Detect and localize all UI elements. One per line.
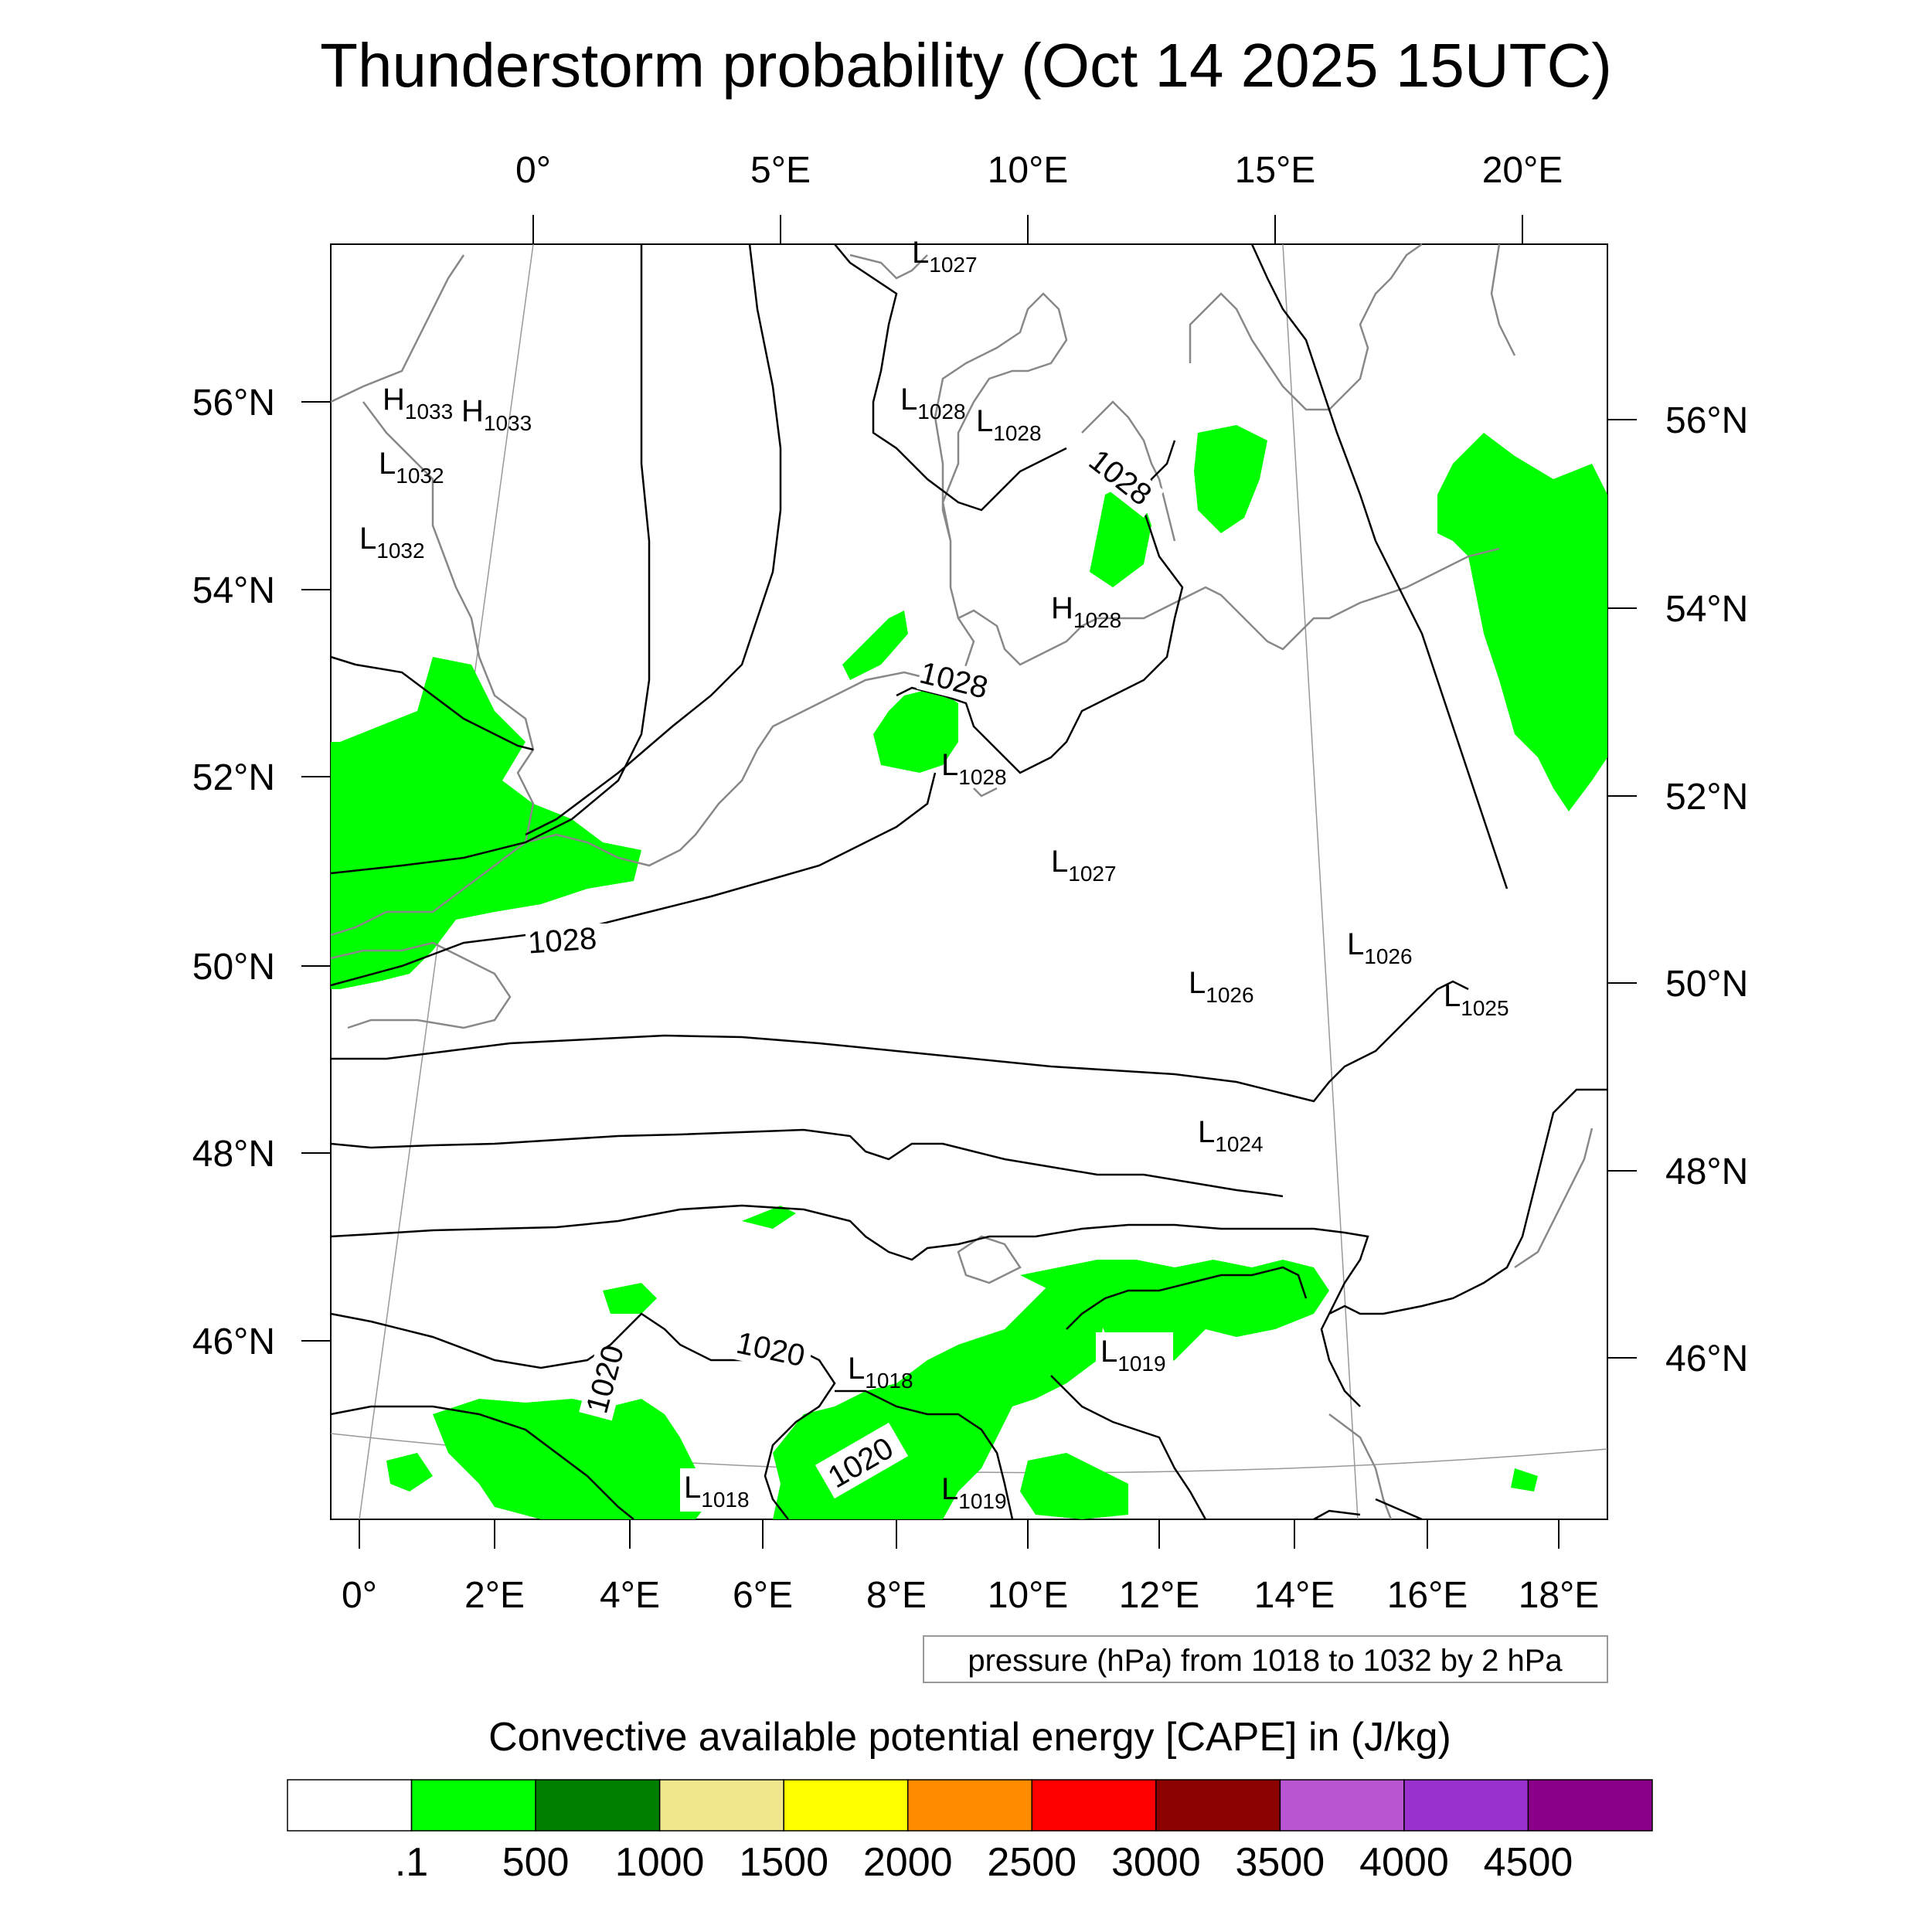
isobar-label: 1028: [527, 921, 598, 960]
map-panel: H1033 H1033 L1032 L1032 L1027 L1028 L102…: [330, 236, 1608, 1521]
pressure-center: L1026: [1189, 966, 1254, 1007]
lon-label-bottom: 16°E: [1387, 1575, 1468, 1616]
pressure-centers: H1033 H1033 L1032 L1032 L1027 L1028 L102…: [359, 236, 1509, 1513]
pressure-center: L1032: [379, 447, 444, 488]
pressure-center: L1018: [848, 1352, 913, 1393]
lat-label-right: 48°N: [1665, 1151, 1748, 1192]
colorbar-swatch: [906, 1779, 1033, 1832]
lon-label-top: 5°E: [750, 150, 811, 191]
colorbar-tick-label: 3500: [1236, 1840, 1325, 1885]
pressure-center: L1028: [900, 383, 966, 423]
pressure-center: H1033: [383, 383, 453, 423]
colorbar-ticks: .1 500 1000 1500 2000 2500 3000 3500 4000 4500: [395, 1840, 1573, 1885]
colorbar-swatch: [535, 1779, 661, 1832]
pressure-center: H1028: [1051, 591, 1121, 632]
colorbar-swatch: [287, 1779, 413, 1832]
cape-area-alps-west: [433, 1399, 711, 1519]
cape-area-france: [603, 1283, 657, 1314]
colorbar-swatch: [1527, 1779, 1653, 1832]
pressure-center: H1033: [461, 394, 532, 435]
lon-label-bottom: 4°E: [600, 1575, 660, 1616]
cape-area-uk: [331, 657, 641, 989]
colorbar-swatch: [1031, 1779, 1157, 1832]
contour-info-box: [923, 1635, 1608, 1683]
lon-label-bottom: 14°E: [1254, 1575, 1335, 1616]
pressure-center: L1019: [1100, 1335, 1166, 1376]
bottom-lon-axis: [359, 1519, 1560, 1549]
pressure-center: L1027: [1051, 845, 1117, 886]
lat-label-left: 48°N: [192, 1134, 275, 1175]
pressure-center: L1028: [941, 748, 1007, 789]
pressure-center: L1024: [1198, 1115, 1264, 1156]
pressure-center: L1032: [359, 522, 425, 563]
cape-area-small-1: [742, 1206, 796, 1229]
colorbar-swatch: [1279, 1779, 1405, 1832]
colorbar-swatch: [783, 1779, 909, 1832]
contour-info-text: pressure (hPa) from 1018 to 1032 by 2 hP…: [968, 1644, 1563, 1678]
cape-area-sweden: [1194, 425, 1267, 533]
lon-label-bottom: 6°E: [733, 1575, 793, 1616]
pressure-center: L1019: [941, 1472, 1007, 1513]
lat-label-left: 50°N: [192, 947, 275, 988]
colorbar-tick-label: 1500: [739, 1840, 828, 1885]
cape-area-north-sea: [873, 688, 958, 773]
cape-area-po: [1020, 1453, 1128, 1519]
lat-label-left: 54°N: [192, 570, 275, 611]
lat-label-right: 52°N: [1665, 777, 1748, 818]
lat-label-right: 56°N: [1665, 400, 1748, 441]
lat-label-left: 56°N: [192, 383, 275, 423]
colorbar: [287, 1779, 1653, 1832]
lat-label-right: 54°N: [1665, 589, 1748, 630]
colorbar-swatch: [1403, 1779, 1529, 1832]
cape-area-frisia: [842, 611, 908, 680]
cape-areas: [331, 425, 1607, 1519]
lon-label-bottom: 0°: [342, 1575, 377, 1616]
lon-label-bottom: 8°E: [866, 1575, 927, 1616]
isobars: [330, 243, 1607, 1521]
cape-area-baltic: [1437, 433, 1607, 811]
colorbar-title: Convective available potential energy [C…: [488, 1715, 1451, 1760]
cape-area-small-2: [1511, 1468, 1538, 1492]
colorbar-tick-label: 500: [502, 1840, 570, 1885]
pressure-center: L1026: [1347, 927, 1413, 968]
right-lat-axis: [1607, 419, 1637, 1359]
top-lon-axis: [532, 215, 1523, 244]
cape-area-alps-east: [1020, 1260, 1329, 1376]
lat-label-right: 50°N: [1665, 964, 1748, 1005]
lon-label-bottom: 2°E: [464, 1575, 525, 1616]
lon-label-bottom: 10°E: [988, 1575, 1069, 1616]
cape-area-small-3: [386, 1453, 433, 1492]
left-lat-axis: [301, 401, 331, 1342]
pressure-center: L1027: [912, 236, 978, 277]
colorbar-swatch: [658, 1779, 784, 1832]
pressure-center: L1028: [976, 404, 1042, 445]
colorbar-tick-label: 4500: [1484, 1840, 1573, 1885]
colorbar-tick-label: .1: [395, 1840, 428, 1885]
pressure-center: L1025: [1444, 979, 1509, 1020]
colorbar-swatch: [410, 1779, 536, 1832]
colorbar-tick-label: 2000: [863, 1840, 953, 1885]
lon-label-top: 20°E: [1482, 150, 1563, 191]
map-title: Thunderstorm probability (Oct 14 2025 15…: [320, 31, 1612, 100]
pressure-center: L1018: [684, 1471, 750, 1512]
lon-label-top: 15°E: [1235, 150, 1316, 191]
colorbar-tick-label: 3000: [1111, 1840, 1201, 1885]
colorbar-tick-label: 4000: [1359, 1840, 1449, 1885]
lon-label-top: 10°E: [988, 150, 1069, 191]
colorbar-tick-label: 2500: [987, 1840, 1077, 1885]
colorbar-tick-label: 1000: [615, 1840, 705, 1885]
lat-label-left: 46°N: [192, 1321, 275, 1362]
lon-label-bottom: 12°E: [1119, 1575, 1200, 1616]
lat-label-left: 52°N: [192, 757, 275, 798]
lon-label-top: 0°: [515, 150, 551, 191]
lon-label-bottom: 18°E: [1519, 1575, 1600, 1616]
colorbar-swatch: [1155, 1779, 1281, 1832]
coastlines: [330, 243, 1594, 1520]
lat-label-right: 46°N: [1665, 1338, 1748, 1379]
